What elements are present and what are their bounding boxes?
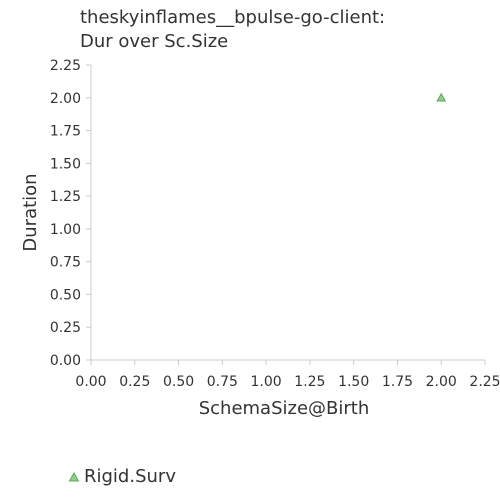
chart-title-line-1: theskyinflames__bpulse-go-client:: [80, 7, 386, 28]
y-tick-label: 0.25: [50, 320, 81, 336]
y-tick-label: 2.00: [50, 91, 81, 107]
data-point: [436, 92, 447, 102]
y-tick-label: 1.75: [50, 124, 81, 140]
legend: Rigid.Surv: [68, 466, 176, 487]
x-tick-label: 1.50: [338, 374, 369, 390]
x-tick-label: 0.00: [75, 374, 106, 390]
axes: [90, 65, 485, 361]
x-tick-label: 0.25: [119, 374, 150, 390]
data-points: [436, 92, 447, 102]
legend-triangle-icon: [68, 471, 80, 481]
x-axis-ticks: 0.00 0.25 0.50 0.75 1.00 1.25 1.50 1.75 2.00 2.25: [75, 360, 500, 390]
x-tick-label: 0.50: [163, 374, 194, 390]
x-tick-label: 2.25: [469, 374, 500, 390]
x-tick-label: 1.00: [251, 374, 282, 390]
x-tick-label: 1.25: [294, 374, 325, 390]
y-tick-label: 0.00: [50, 353, 81, 369]
y-tick-label: 1.50: [50, 156, 81, 172]
x-tick-label: 2.00: [426, 374, 457, 390]
chart-title-line-2: Dur over Sc.Size: [80, 31, 229, 52]
x-tick-label: 1.75: [382, 374, 413, 390]
x-tick-label: 0.75: [207, 374, 238, 390]
y-axis-ticks: 0.00 0.25 0.50 0.75 1.00 1.25 1.50 1.75 2.00 2.25: [50, 58, 91, 369]
y-tick-label: 0.75: [50, 255, 81, 271]
y-tick-label: 2.25: [50, 58, 81, 74]
y-tick-label: 1.00: [50, 222, 81, 238]
chart-title: theskyinflames__bpulse-go-client: Dur ov…: [80, 6, 490, 54]
y-tick-label: 0.50: [50, 287, 81, 303]
y-tick-label: 1.25: [50, 189, 81, 205]
x-axis-label: SchemaSize@Birth: [199, 398, 370, 419]
y-axis-label: Duration: [20, 173, 41, 251]
legend-label-rigid-surv: Rigid.Surv: [84, 466, 176, 487]
